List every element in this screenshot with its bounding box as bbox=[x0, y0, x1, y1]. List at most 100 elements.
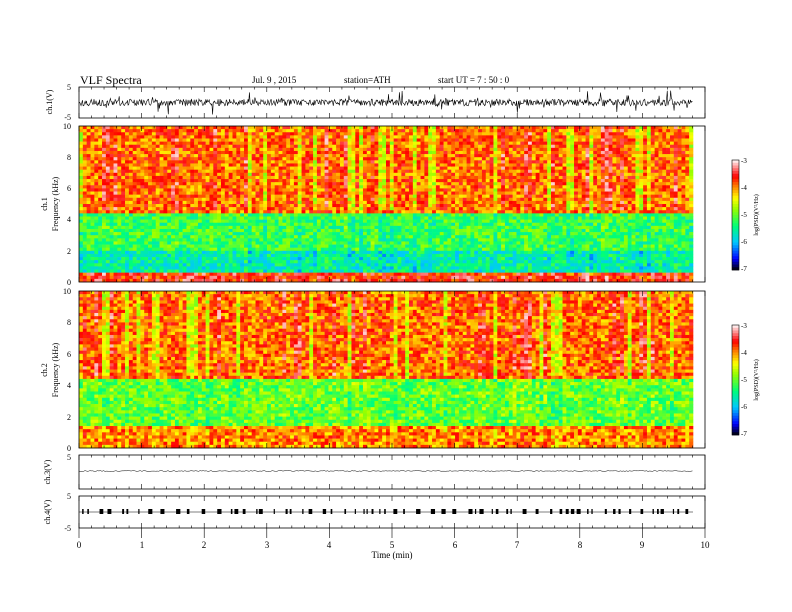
spectrogram-cell bbox=[393, 194, 398, 199]
spectrogram-cell bbox=[378, 141, 383, 146]
spectrogram-cell bbox=[182, 278, 187, 283]
spectrogram-cell bbox=[286, 172, 291, 177]
spectrogram-cell bbox=[366, 263, 371, 267]
spectrogram-cell bbox=[301, 135, 306, 139]
spectrogram-cell bbox=[244, 129, 249, 133]
spectrogram-cell bbox=[105, 154, 110, 158]
spectrogram-cell bbox=[397, 194, 402, 199]
spectrogram-cell bbox=[178, 225, 183, 230]
spectrogram-cell bbox=[267, 147, 272, 152]
spectrogram-cell bbox=[336, 260, 341, 264]
spectrogram-cell bbox=[382, 213, 387, 217]
spectrogram-cell bbox=[259, 253, 264, 258]
spectrogram-cell bbox=[259, 269, 264, 273]
spectrogram-cell bbox=[79, 222, 84, 227]
spectrogram-cell bbox=[144, 179, 149, 183]
spectrogram-cell bbox=[201, 191, 206, 195]
spectrogram-cell bbox=[86, 175, 91, 180]
spectrogram-cell bbox=[228, 132, 233, 136]
spectrogram-cell bbox=[136, 266, 141, 270]
spectrogram-cell bbox=[228, 141, 233, 146]
spectrogram-cell bbox=[94, 204, 99, 208]
spectrogram-cell bbox=[355, 191, 360, 195]
spectrogram-cell bbox=[136, 260, 141, 264]
spectrogram-cell bbox=[382, 157, 387, 161]
spectrogram-cell bbox=[378, 179, 383, 183]
spectrogram-cell bbox=[105, 216, 110, 220]
spectrogram-cell bbox=[217, 132, 222, 136]
spectrogram-cell bbox=[347, 269, 352, 273]
spectrogram-cell bbox=[347, 213, 352, 217]
spectrogram-cell bbox=[336, 241, 341, 245]
spectrogram-cell bbox=[82, 272, 87, 277]
spectrogram-cell bbox=[458, 166, 464, 170]
spectrogram-cell bbox=[397, 222, 402, 227]
spectrogram-cell bbox=[205, 163, 210, 167]
spectrogram-cell bbox=[236, 210, 241, 214]
spectrogram-cell bbox=[232, 207, 237, 211]
spectrogram-cell bbox=[397, 172, 402, 177]
spectrogram-cell bbox=[370, 204, 375, 208]
spectrogram-cell bbox=[155, 250, 160, 255]
spectrogram-cell bbox=[132, 222, 137, 227]
spectrogram-cell bbox=[178, 235, 183, 239]
spectrogram-cell bbox=[424, 225, 429, 230]
spectrogram-cell bbox=[293, 157, 299, 161]
spectrogram-cell bbox=[290, 191, 295, 195]
spectrogram-cell bbox=[451, 253, 456, 258]
spectrogram-cell bbox=[236, 207, 241, 211]
spectrogram-cell bbox=[435, 244, 441, 248]
spectrogram-cell bbox=[151, 266, 157, 270]
spectrogram-cell bbox=[140, 132, 145, 136]
spectrogram-cell bbox=[355, 260, 360, 264]
spectrogram-cell bbox=[401, 260, 406, 264]
spectrogram-cell bbox=[132, 160, 137, 164]
spectrogram-cell bbox=[94, 200, 99, 205]
spectrogram-cell bbox=[386, 250, 391, 255]
spectrogram-cell bbox=[393, 200, 398, 205]
spectrogram-cell bbox=[140, 147, 145, 152]
spectrogram-cell bbox=[163, 141, 168, 146]
spectrogram-cell bbox=[255, 244, 260, 248]
spectrogram-cell bbox=[374, 247, 379, 252]
spectrogram-cell bbox=[405, 150, 410, 155]
spectrogram-cell bbox=[117, 154, 122, 158]
spectrogram-cell bbox=[370, 191, 375, 195]
spectrogram-cell bbox=[351, 213, 356, 217]
spectrogram-cell bbox=[424, 132, 429, 136]
spectrogram-cell bbox=[167, 150, 172, 155]
spectrogram-cell bbox=[132, 144, 137, 149]
spectrogram-cell bbox=[278, 207, 283, 211]
spectrogram-cell bbox=[362, 207, 368, 211]
spectrogram-cell bbox=[232, 200, 237, 205]
spectrogram-cell bbox=[194, 247, 199, 252]
spectrogram-cell bbox=[355, 175, 360, 180]
spectrogram-cell bbox=[405, 257, 410, 261]
spectrogram-cell bbox=[301, 182, 306, 186]
spectrogram-cell bbox=[386, 194, 391, 199]
spectrogram-cell bbox=[270, 141, 276, 146]
spectrogram-cell bbox=[370, 241, 375, 245]
spectrogram-cell bbox=[228, 232, 233, 236]
spectrogram-cell bbox=[220, 169, 226, 174]
spectrogram-cell bbox=[336, 150, 341, 155]
spectrogram-cell bbox=[355, 244, 360, 248]
spectrogram-cell bbox=[332, 144, 337, 149]
spectrogram-cell bbox=[278, 253, 283, 258]
spectrogram-cell bbox=[232, 132, 237, 136]
spectrogram-cell bbox=[132, 257, 137, 261]
spectrogram-cell bbox=[236, 154, 241, 158]
spectrogram-cell bbox=[282, 250, 287, 255]
spectrogram-cell bbox=[416, 213, 421, 217]
spectrogram-cell bbox=[409, 129, 414, 133]
spectrogram-cell bbox=[443, 135, 448, 139]
spectrogram-cell bbox=[439, 238, 444, 242]
spectrogram-cell bbox=[178, 138, 183, 142]
spectrogram-cell bbox=[320, 197, 325, 202]
spectrogram-cell bbox=[270, 197, 276, 202]
spectrogram-cell bbox=[274, 194, 279, 199]
spectrogram-cell bbox=[163, 138, 168, 142]
spectrogram-cell bbox=[155, 222, 160, 227]
spectrogram-cell bbox=[86, 216, 91, 220]
spectrogram-cell bbox=[274, 166, 279, 170]
